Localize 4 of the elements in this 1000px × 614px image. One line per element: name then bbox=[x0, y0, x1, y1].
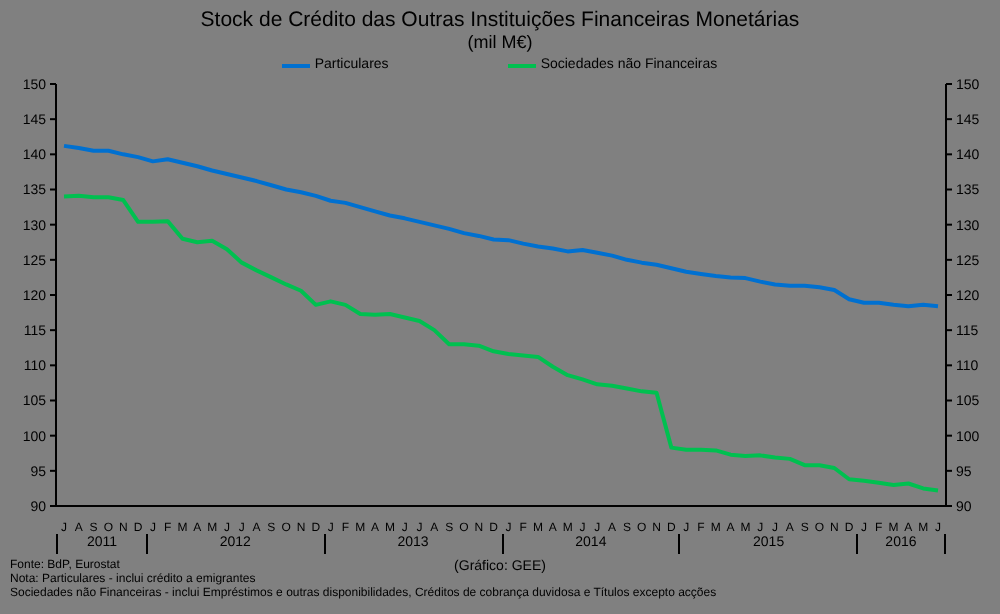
chart-subtitle: (mil M€) bbox=[465, 32, 535, 52]
chart-title: Stock de Crédito das Outras Instituições Financeiras Monetárias bbox=[198, 8, 802, 32]
line-series bbox=[62, 143, 940, 309]
line-series bbox=[62, 193, 940, 493]
